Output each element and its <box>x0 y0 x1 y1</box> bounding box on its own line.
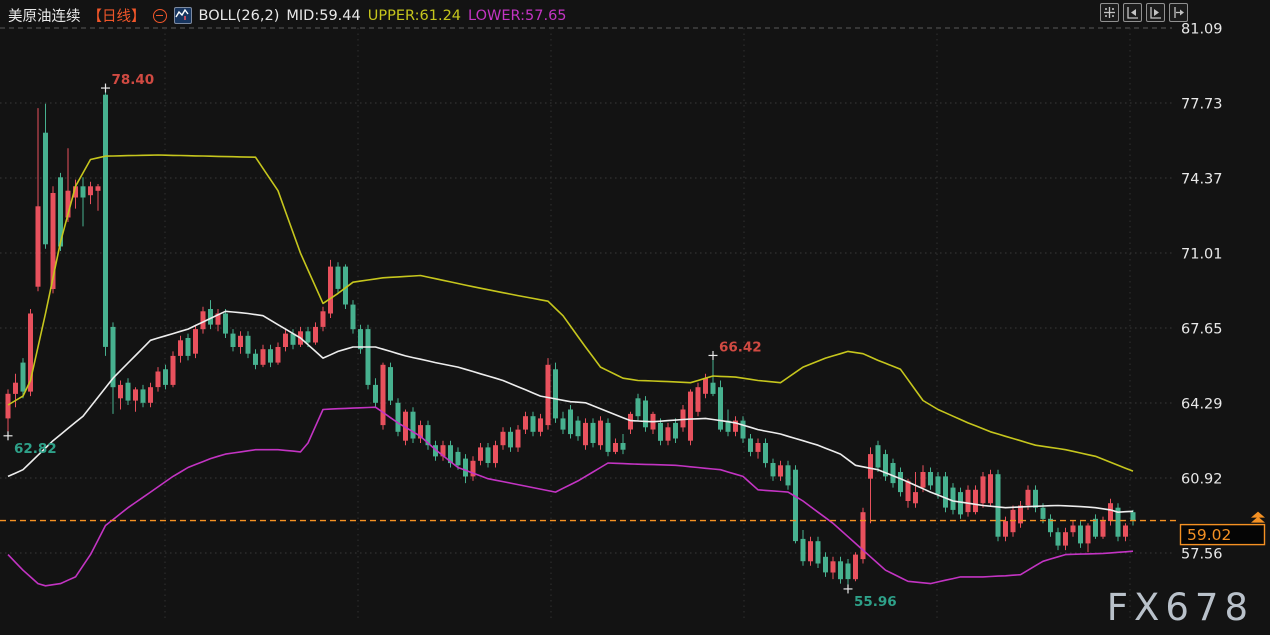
boll-upper-label: UPPER:61.24 <box>367 7 462 24</box>
axis-price-label: 77.73 <box>1181 97 1223 113</box>
band-line <box>7 310 1134 514</box>
period-label[interactable]: 【日线】 <box>87 9 146 25</box>
axis-price-label: 57.56 <box>1181 547 1223 563</box>
axis-price-label: 74.37 <box>1181 172 1223 188</box>
move-icon[interactable] <box>1100 3 1119 22</box>
extreme-marker: 62.82 <box>3 431 57 457</box>
chart-toolbar <box>1100 3 1188 22</box>
candles <box>5 88 1136 589</box>
axis-price-label: 81.09 <box>1181 22 1223 38</box>
last-price-tag: 59.02 <box>1179 523 1266 546</box>
circle-minus-icon[interactable] <box>152 8 167 23</box>
svg-text:59.02: 59.02 <box>1187 526 1231 544</box>
indicator-label: BOLL(26,2) <box>198 7 280 24</box>
boll-lower-label: LOWER:57.65 <box>468 7 567 24</box>
svg-text:55.96: 55.96 <box>854 594 897 610</box>
go-latest-icon[interactable] <box>1169 3 1188 22</box>
band-line <box>7 406 1134 587</box>
extreme-marker: 55.96 <box>843 584 897 610</box>
axis-price-label: 71.01 <box>1181 247 1223 263</box>
symbol-title: 美原油连续 <box>8 9 81 25</box>
axis-price-label: 60.92 <box>1181 472 1223 488</box>
go-start-icon[interactable] <box>1123 3 1142 22</box>
svg-text:78.40: 78.40 <box>112 72 155 88</box>
price-arrow-icon[interactable] <box>1251 511 1265 523</box>
watermark: FX678 <box>1106 586 1254 629</box>
chart-header: 美原油连续 【日线】 BOLL(26,2) MID:59.44 UPPER:61.… <box>8 5 567 26</box>
band-line <box>7 154 1134 472</box>
zigzag-icon <box>174 8 189 20</box>
axis-price-label: 67.65 <box>1181 322 1223 338</box>
extreme-marker: 78.40 <box>101 72 154 93</box>
svg-text:62.82: 62.82 <box>14 441 57 457</box>
extreme-marker: 66.42 <box>708 339 762 360</box>
go-next-icon[interactable] <box>1146 3 1165 22</box>
axis-price-label: 64.29 <box>1181 397 1223 413</box>
svg-text:66.42: 66.42 <box>719 339 762 355</box>
indicator-chart-icon[interactable] <box>173 7 192 24</box>
boll-mid-label: MID:59.44 <box>286 7 361 24</box>
